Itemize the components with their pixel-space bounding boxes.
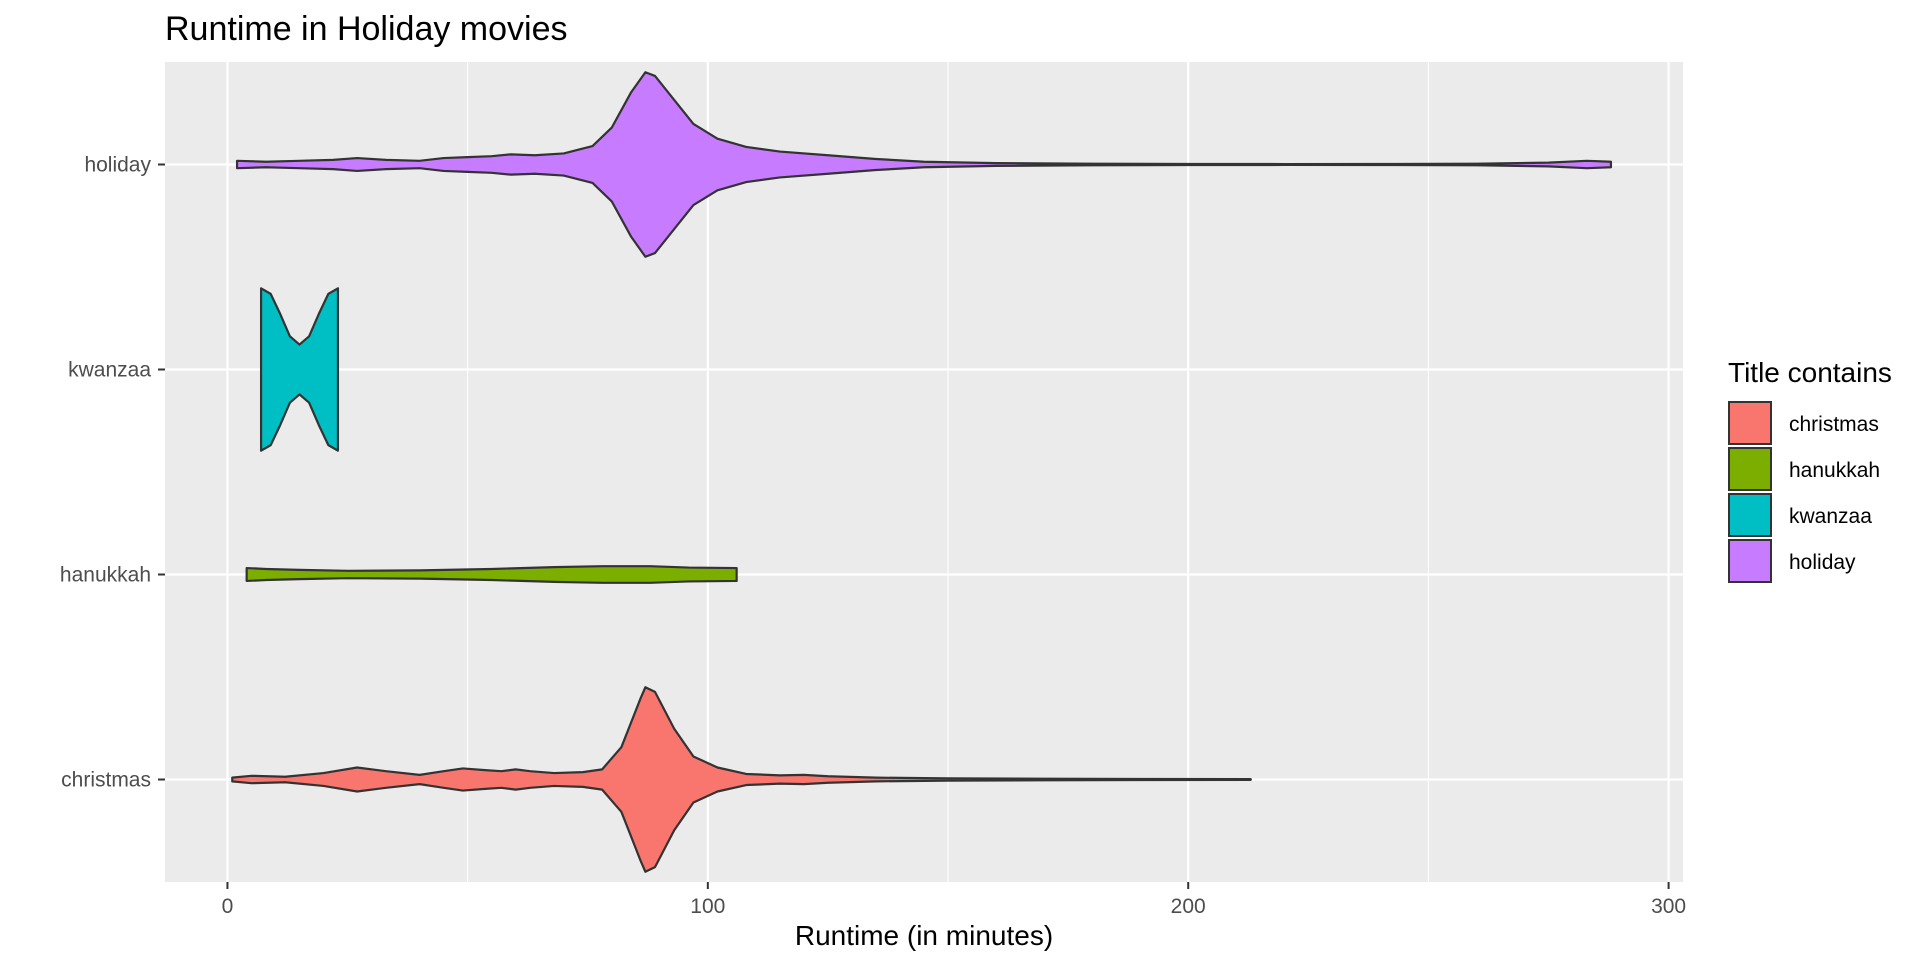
legend-label-holiday: holiday: [1789, 551, 1856, 574]
legend-items: christmas hanukkah kwanzaa holiday: [1728, 401, 1880, 583]
legend-key-hanukkah: [1728, 447, 1772, 491]
violin-christmas: [231, 686, 1252, 873]
y-tick-label-kwanzaa: kwanzaa: [68, 359, 151, 382]
chart-title: Runtime in Holiday movies: [165, 10, 568, 48]
violin-kwanzaa: [259, 287, 340, 452]
legend-key-holiday: [1728, 539, 1772, 583]
x-axis: 0 100 200 300: [222, 882, 1686, 918]
minor-gridlines: [467, 62, 1429, 882]
x-tick-label: 300: [1651, 895, 1686, 918]
legend-key-christmas: [1728, 401, 1772, 445]
y-tick-label-christmas: christmas: [61, 769, 151, 792]
y-tick-label-hanukkah: hanukkah: [60, 564, 151, 587]
x-tick-label: 100: [690, 895, 725, 918]
x-tick-label: 0: [222, 895, 234, 918]
plot-panel: [165, 62, 1683, 882]
legend: Title contains christmas hanukkah kwanzaa h…: [1728, 357, 1892, 583]
violin-layer: [231, 71, 1613, 873]
y-tick-label-holiday: holiday: [84, 154, 151, 177]
y-axis: christmas hanukkah kwanzaa holiday: [60, 154, 165, 792]
legend-label-christmas: christmas: [1789, 413, 1879, 436]
legend-label-kwanzaa: kwanzaa: [1789, 505, 1872, 528]
violin-holiday: [235, 71, 1613, 258]
x-axis-title: Runtime (in minutes): [795, 920, 1053, 951]
violin-hanukkah: [245, 565, 738, 584]
legend-label-hanukkah: hanukkah: [1789, 459, 1880, 482]
legend-key-kwanzaa: [1728, 493, 1772, 537]
x-tick-label: 200: [1171, 895, 1206, 918]
legend-title: Title contains: [1728, 357, 1892, 388]
